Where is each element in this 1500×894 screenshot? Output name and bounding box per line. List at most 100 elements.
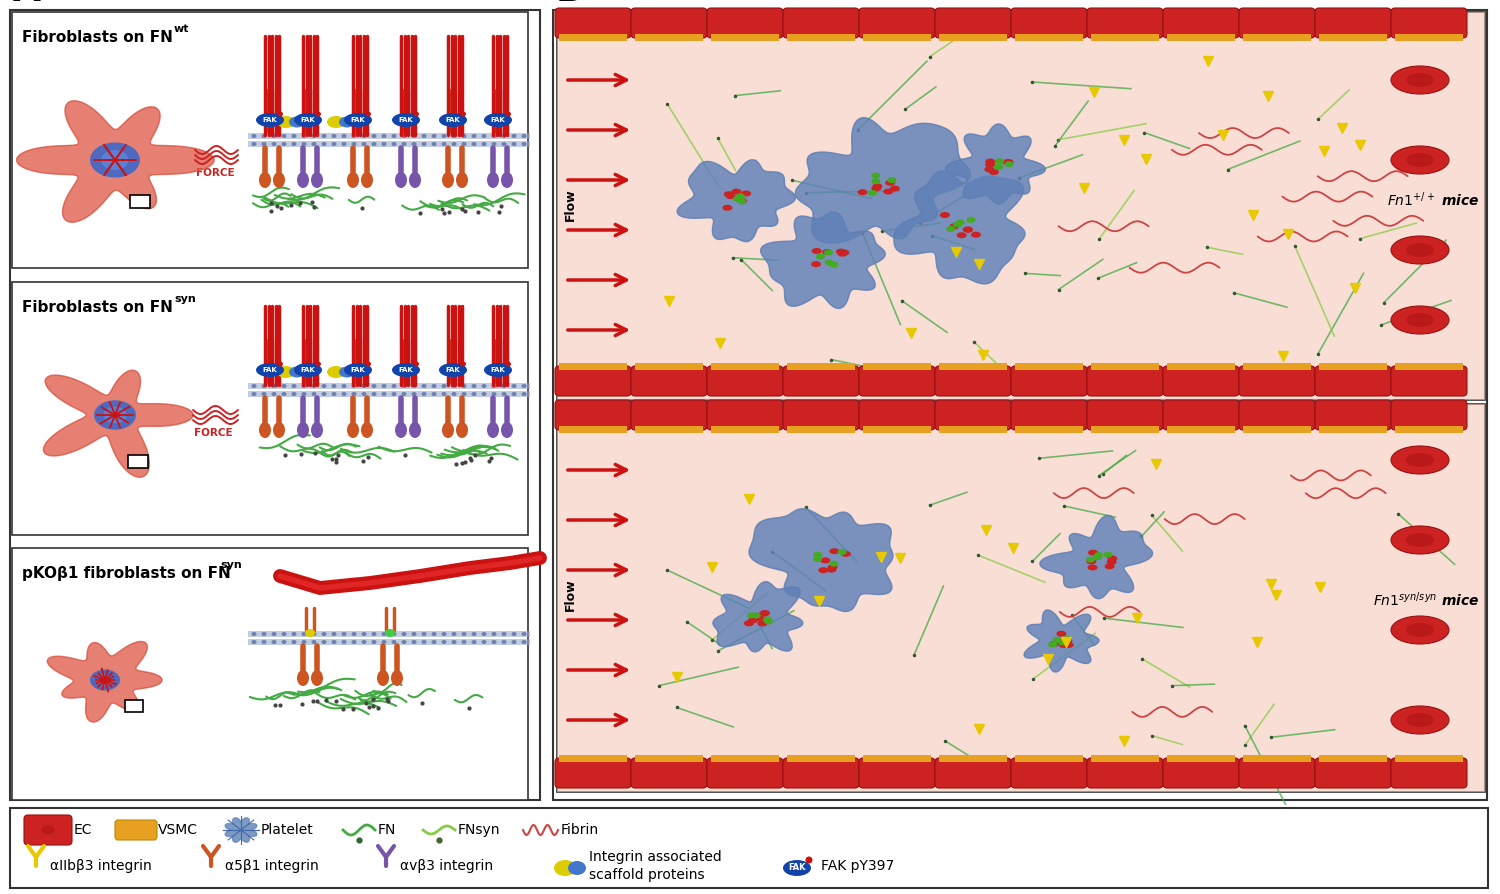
Ellipse shape — [471, 632, 477, 636]
Ellipse shape — [1390, 66, 1449, 94]
Ellipse shape — [381, 134, 387, 138]
Bar — [939, 426, 1006, 433]
Bar — [1167, 363, 1234, 370]
Bar — [248, 639, 530, 645]
Ellipse shape — [996, 158, 1005, 164]
Polygon shape — [1040, 516, 1152, 599]
Ellipse shape — [837, 549, 846, 555]
Ellipse shape — [1004, 159, 1013, 165]
Text: EC: EC — [74, 823, 93, 837]
Ellipse shape — [1406, 153, 1434, 167]
Ellipse shape — [392, 384, 396, 388]
FancyBboxPatch shape — [1239, 400, 1316, 430]
Text: FAK: FAK — [789, 864, 806, 873]
Ellipse shape — [456, 172, 468, 188]
Ellipse shape — [332, 384, 336, 388]
Ellipse shape — [501, 392, 507, 396]
Bar — [12, 548, 528, 800]
Ellipse shape — [381, 632, 387, 636]
Ellipse shape — [1058, 639, 1066, 645]
Text: Fibroblasts: Fibroblasts — [183, 0, 376, 5]
Ellipse shape — [484, 363, 512, 377]
Ellipse shape — [732, 189, 741, 195]
Text: Flow: Flow — [564, 189, 576, 222]
Ellipse shape — [441, 134, 447, 138]
Text: FAK: FAK — [262, 117, 278, 123]
Bar — [1016, 363, 1083, 370]
Ellipse shape — [346, 172, 358, 188]
Ellipse shape — [290, 116, 304, 128]
Ellipse shape — [402, 632, 406, 636]
Ellipse shape — [747, 612, 756, 619]
Bar — [788, 426, 855, 433]
Ellipse shape — [411, 392, 417, 396]
FancyBboxPatch shape — [1390, 366, 1467, 396]
Ellipse shape — [452, 384, 456, 388]
Ellipse shape — [522, 640, 526, 644]
Ellipse shape — [261, 134, 267, 138]
Bar — [10, 10, 540, 800]
Ellipse shape — [723, 205, 732, 211]
Ellipse shape — [1094, 554, 1102, 561]
Ellipse shape — [252, 632, 257, 636]
Ellipse shape — [362, 392, 366, 396]
Ellipse shape — [735, 195, 744, 201]
Ellipse shape — [984, 166, 994, 173]
Ellipse shape — [482, 632, 486, 636]
Text: FORCE: FORCE — [194, 428, 232, 438]
Ellipse shape — [291, 384, 297, 388]
Ellipse shape — [282, 392, 286, 396]
Ellipse shape — [410, 172, 422, 188]
Ellipse shape — [344, 113, 372, 127]
FancyBboxPatch shape — [1162, 758, 1239, 788]
Ellipse shape — [452, 134, 456, 138]
Ellipse shape — [452, 142, 456, 146]
FancyBboxPatch shape — [1316, 758, 1390, 788]
Ellipse shape — [312, 134, 316, 138]
Ellipse shape — [816, 254, 825, 259]
Text: Flow: Flow — [564, 578, 576, 611]
Ellipse shape — [411, 384, 417, 388]
Bar — [1244, 34, 1311, 41]
FancyBboxPatch shape — [1316, 400, 1390, 430]
Ellipse shape — [315, 112, 321, 116]
Ellipse shape — [261, 392, 267, 396]
Ellipse shape — [278, 112, 284, 116]
FancyBboxPatch shape — [1316, 366, 1390, 396]
Ellipse shape — [488, 422, 500, 438]
Ellipse shape — [394, 422, 406, 438]
Bar — [124, 700, 142, 712]
Ellipse shape — [873, 183, 882, 190]
Ellipse shape — [96, 674, 114, 686]
Ellipse shape — [554, 860, 576, 876]
Polygon shape — [48, 642, 162, 722]
Ellipse shape — [501, 134, 507, 138]
Ellipse shape — [364, 112, 370, 116]
Ellipse shape — [272, 640, 276, 644]
FancyBboxPatch shape — [859, 366, 934, 396]
Ellipse shape — [272, 392, 276, 396]
Ellipse shape — [252, 134, 257, 138]
Ellipse shape — [986, 162, 994, 167]
Ellipse shape — [261, 640, 267, 644]
Ellipse shape — [441, 384, 447, 388]
Ellipse shape — [402, 134, 406, 138]
Text: A: A — [13, 0, 40, 8]
Ellipse shape — [501, 422, 513, 438]
Text: FN: FN — [378, 823, 396, 837]
Ellipse shape — [362, 172, 374, 188]
Ellipse shape — [744, 620, 754, 627]
Text: Platelets: Platelets — [944, 0, 1096, 5]
Ellipse shape — [102, 150, 129, 170]
Ellipse shape — [441, 142, 447, 146]
Ellipse shape — [858, 190, 867, 195]
Ellipse shape — [736, 198, 747, 204]
Ellipse shape — [339, 367, 356, 377]
Ellipse shape — [321, 640, 327, 644]
Bar — [939, 755, 1006, 762]
Ellipse shape — [1406, 533, 1434, 547]
Bar — [554, 10, 1486, 800]
Bar — [939, 363, 1006, 370]
FancyBboxPatch shape — [1088, 8, 1162, 38]
Ellipse shape — [312, 640, 316, 644]
